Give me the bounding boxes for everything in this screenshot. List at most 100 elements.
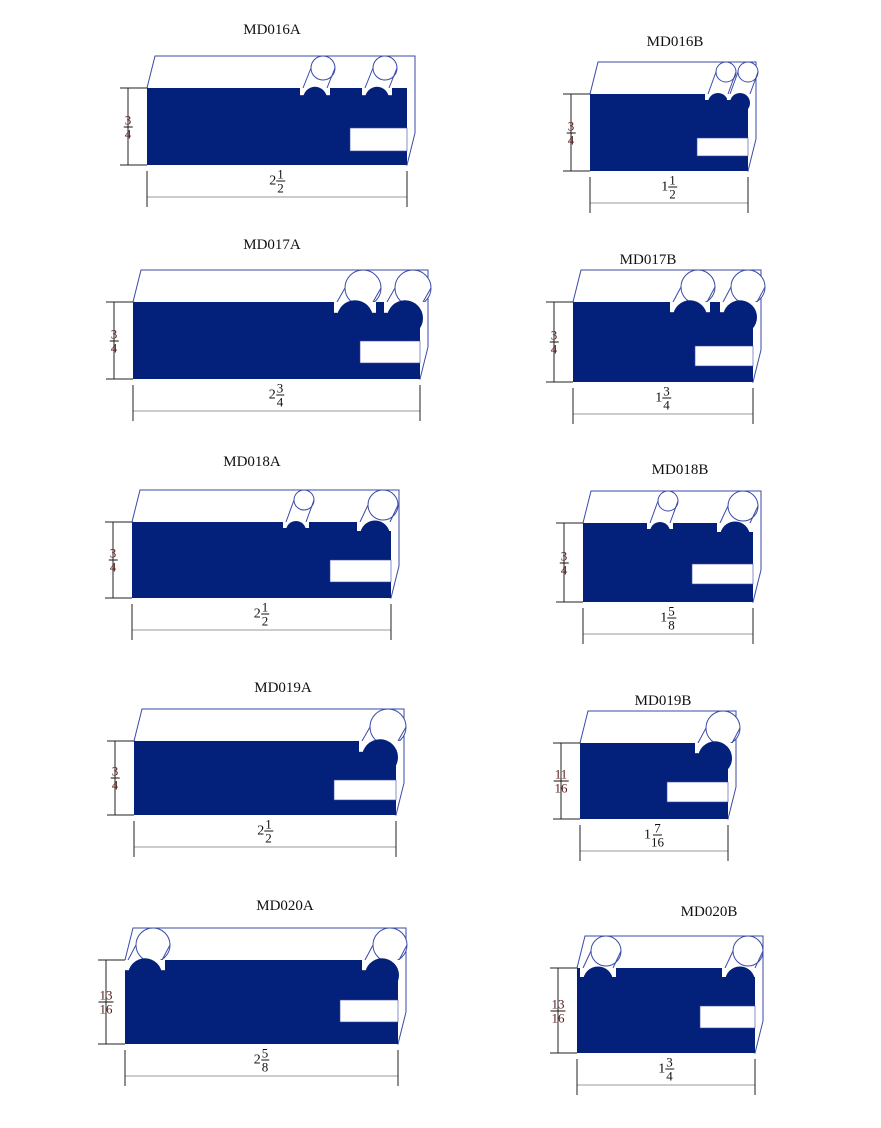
rabbet-notch bbox=[333, 779, 397, 801]
numerator: 3 bbox=[662, 383, 671, 399]
numerator: 3 bbox=[549, 327, 559, 343]
bead-edge bbox=[285, 499, 295, 523]
whole: 1 bbox=[658, 1061, 666, 1076]
profile-face bbox=[133, 302, 420, 379]
whole: 2 bbox=[268, 387, 276, 402]
width-label: 1 7 16 bbox=[644, 822, 664, 849]
denominator: 4 bbox=[663, 397, 670, 413]
bead-edge bbox=[389, 504, 399, 523]
bead bbox=[730, 93, 750, 113]
bead-edge bbox=[582, 950, 592, 969]
denominator: 16 bbox=[99, 1001, 113, 1017]
bead-edge bbox=[364, 944, 374, 961]
height-label: 13 16 bbox=[550, 997, 566, 1025]
denominator: 4 bbox=[567, 132, 575, 147]
profile-title: MD016B bbox=[646, 34, 704, 50]
height-label: 13 16 bbox=[98, 987, 114, 1017]
profile-title: MD017B bbox=[619, 252, 677, 268]
numerator: 13 bbox=[98, 987, 114, 1003]
bead-edge bbox=[669, 500, 679, 524]
bead bbox=[650, 522, 670, 542]
profile-title: MD016A bbox=[243, 22, 301, 38]
bead-edge bbox=[127, 944, 137, 961]
denominator: 8 bbox=[261, 1059, 269, 1075]
numerator: 5 bbox=[667, 603, 676, 619]
rabbet-notch bbox=[694, 345, 754, 367]
bead-edge bbox=[359, 504, 369, 523]
denominator: 16 bbox=[551, 1010, 565, 1025]
bead bbox=[708, 93, 728, 113]
numerator: 3 bbox=[665, 1054, 674, 1070]
whole: 2 bbox=[257, 823, 265, 838]
profile-title: MD020B bbox=[680, 904, 738, 920]
bead bbox=[286, 521, 306, 541]
profile-face bbox=[134, 741, 396, 815]
profile-title: MD018B bbox=[651, 462, 709, 478]
bead bbox=[387, 300, 423, 337]
rabbet-notch bbox=[349, 127, 408, 152]
denominator: 2 bbox=[261, 613, 269, 629]
bead bbox=[365, 86, 389, 111]
profile-title: MD020A bbox=[256, 898, 314, 914]
bead-extrusion bbox=[680, 269, 716, 305]
bead bbox=[365, 958, 399, 993]
numerator: 1 bbox=[276, 166, 285, 182]
bead-edge bbox=[707, 71, 717, 95]
bead-edge bbox=[756, 286, 766, 303]
rabbet-notch bbox=[359, 340, 421, 364]
whole: 2 bbox=[269, 173, 277, 188]
bead-edge bbox=[672, 286, 682, 303]
profile-title: MD019B bbox=[634, 693, 692, 709]
bead bbox=[362, 739, 398, 776]
bead-edge bbox=[719, 505, 729, 524]
whole: 2 bbox=[253, 606, 261, 621]
numerator: 3 bbox=[109, 326, 119, 341]
numerator: 1 bbox=[668, 172, 677, 188]
denominator: 4 bbox=[110, 340, 118, 355]
rabbet-notch bbox=[339, 999, 399, 1023]
bead bbox=[698, 741, 732, 776]
bead-edge bbox=[729, 71, 739, 95]
bead-edge bbox=[749, 505, 759, 524]
bead bbox=[583, 966, 613, 997]
bead-edge bbox=[305, 499, 315, 523]
denominator: 2 bbox=[277, 180, 284, 196]
rabbet-notch bbox=[329, 559, 392, 583]
denominator: 8 bbox=[668, 617, 675, 633]
bead-extrusion bbox=[394, 269, 432, 307]
height-label: 11 16 bbox=[553, 766, 569, 795]
numerator: 3 bbox=[110, 763, 120, 779]
bead-edge bbox=[422, 287, 432, 303]
bead-edge bbox=[727, 71, 737, 95]
whole: 1 bbox=[661, 179, 669, 194]
bead bbox=[360, 520, 390, 551]
profile-title: MD018A bbox=[223, 454, 281, 470]
bead-edge bbox=[706, 286, 716, 303]
denominator: 2 bbox=[265, 830, 272, 846]
bead-edge bbox=[754, 950, 764, 969]
bead-extrusion bbox=[344, 269, 382, 307]
bead-extrusion bbox=[730, 269, 766, 305]
bead-edge bbox=[326, 67, 336, 89]
bead-edge bbox=[397, 726, 407, 742]
bead-edge bbox=[386, 287, 396, 303]
whole: 1 bbox=[644, 827, 651, 842]
bead bbox=[723, 300, 757, 335]
denominator: 4 bbox=[111, 777, 119, 793]
rabbet-notch bbox=[699, 1005, 756, 1029]
profile-title: MD019A bbox=[254, 680, 312, 696]
numerator: 3 bbox=[108, 545, 118, 561]
bead-edge bbox=[336, 287, 346, 303]
rabbet-notch bbox=[666, 781, 729, 803]
bead-edge bbox=[722, 286, 732, 303]
numerator: 11 bbox=[553, 766, 569, 782]
